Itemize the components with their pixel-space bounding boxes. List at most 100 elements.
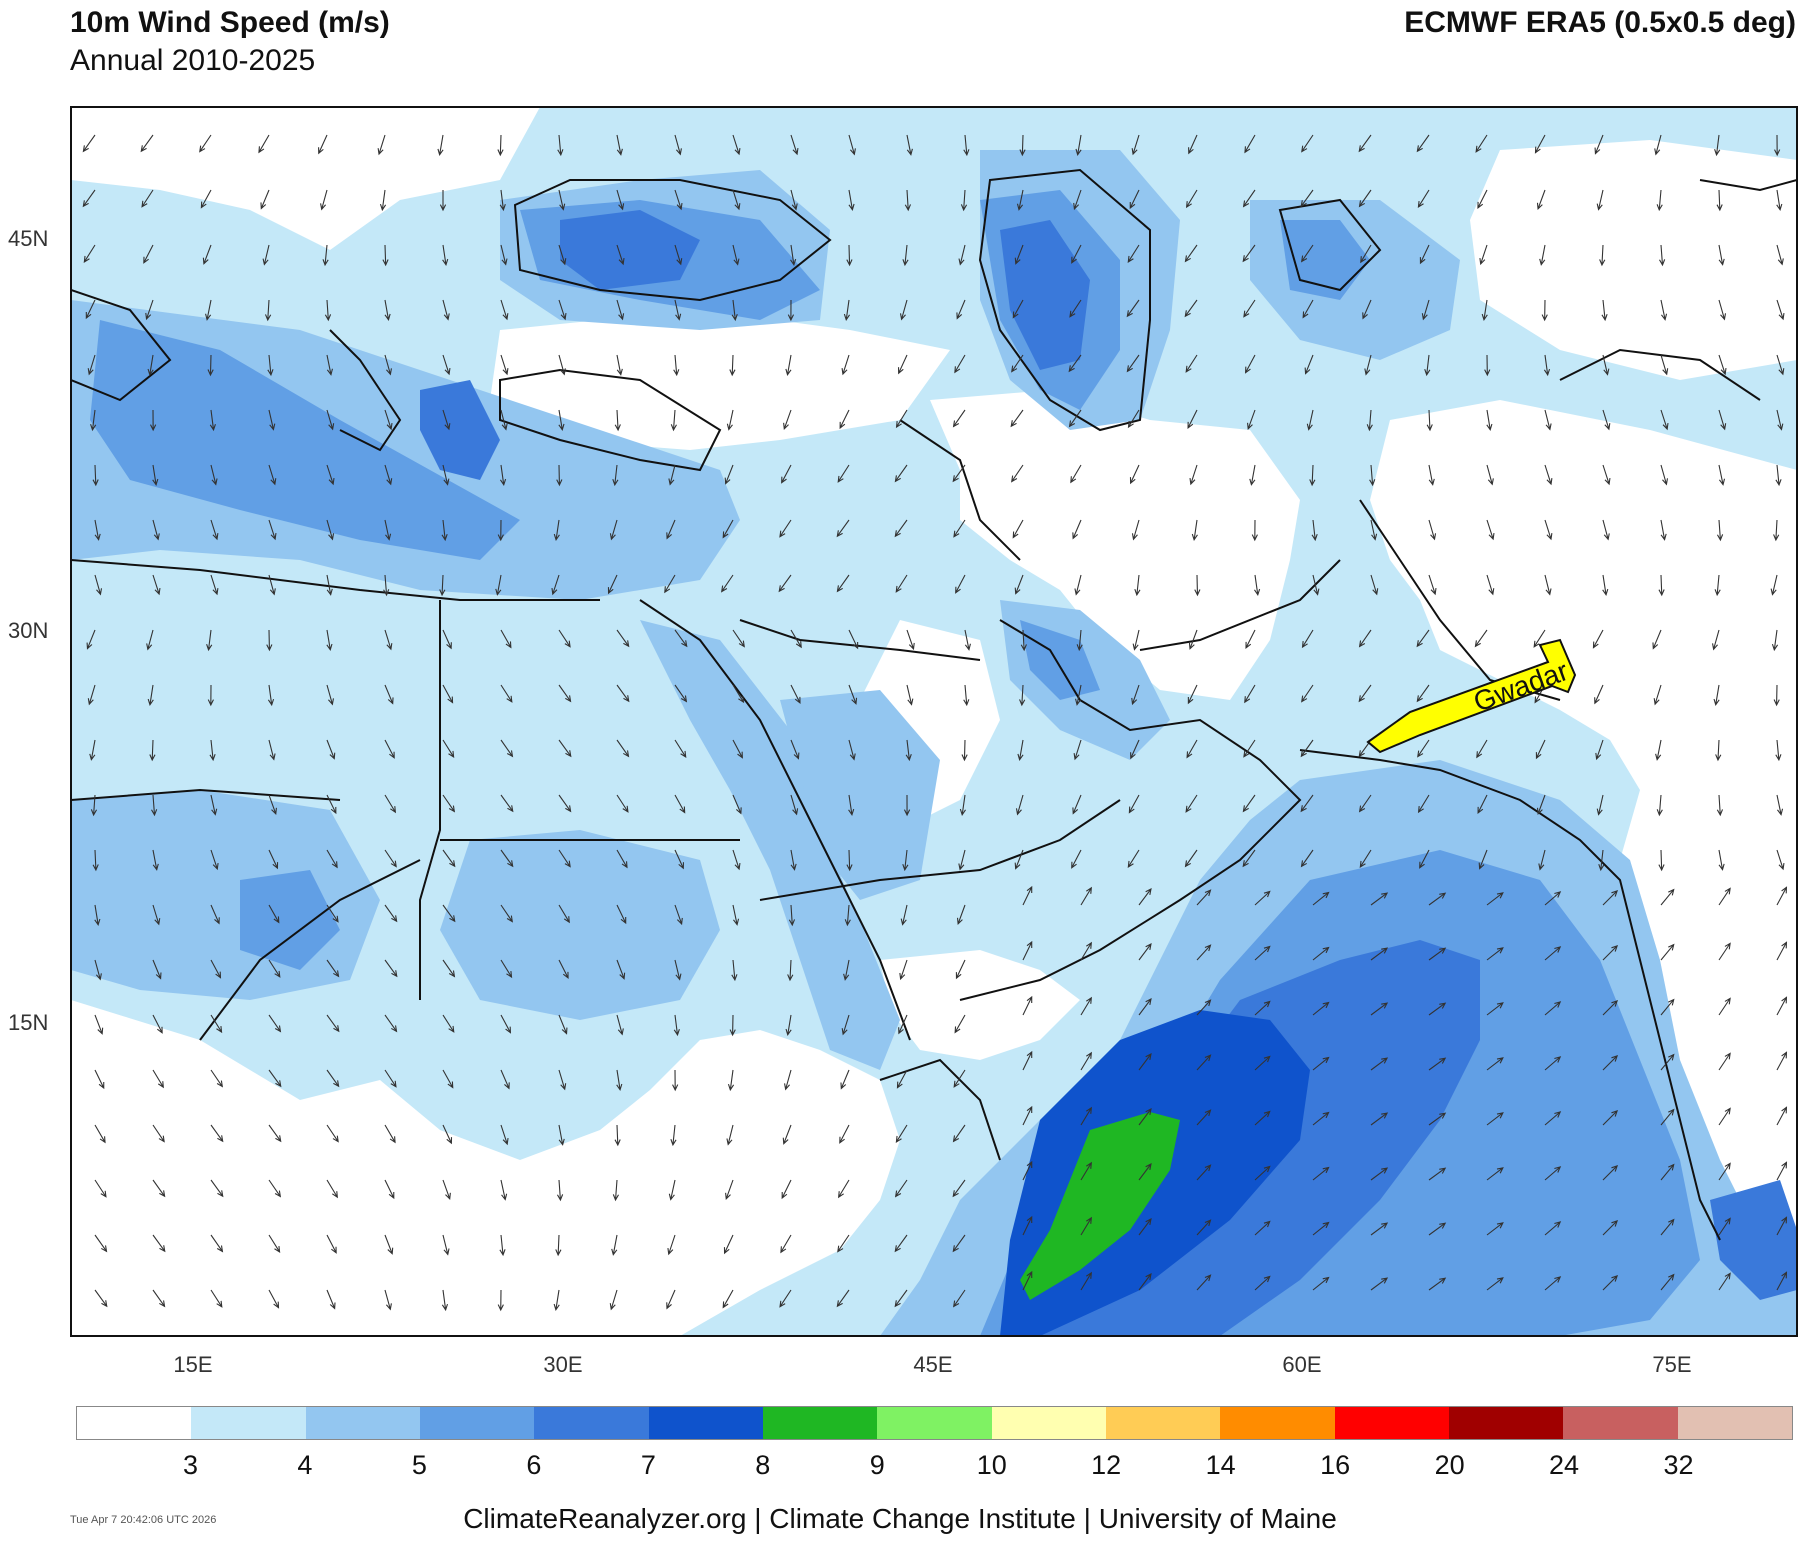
- wind-arrow: [497, 1289, 504, 1312]
- wind-arrow: [326, 574, 333, 596]
- wind-arrow: [963, 684, 970, 707]
- wind-arrow: [1022, 885, 1033, 906]
- colorbar-label: 16: [1320, 1450, 1351, 1480]
- wind-arrow: [1196, 1274, 1212, 1291]
- wind-arrow: [1358, 134, 1372, 153]
- wind-arrow: [377, 134, 386, 156]
- wind-arrow: [844, 904, 851, 927]
- wind-arrow: [558, 354, 566, 376]
- wind-arrow: [674, 849, 684, 870]
- wind-arrow: [1138, 942, 1152, 961]
- wind-arrow: [1428, 1222, 1447, 1236]
- wind-arrow: [1358, 629, 1372, 648]
- wind-arrow: [1184, 849, 1198, 868]
- wind-arrow: [1254, 574, 1261, 597]
- wind-arrow: [840, 1069, 850, 1090]
- wind-arrow: [1242, 794, 1256, 813]
- wind-arrow: [1770, 574, 1778, 596]
- wind-arrow: [674, 739, 687, 758]
- wind-arrow: [1428, 892, 1447, 906]
- wind-arrow: [1718, 299, 1727, 321]
- wind-arrow: [143, 244, 154, 264]
- wind-arrow: [1417, 189, 1430, 209]
- wind-arrow: [1652, 629, 1662, 650]
- wind-arrow: [200, 189, 212, 209]
- wind-arrow: [1771, 629, 1779, 652]
- wind-arrow: [1132, 629, 1140, 651]
- wind-arrow: [384, 684, 394, 705]
- wind-arrow: [1080, 1051, 1092, 1071]
- wind-arrow: [326, 1069, 340, 1088]
- wind-arrow: [210, 904, 220, 925]
- wind-arrow: [616, 739, 630, 758]
- lat-label-45n: 45N: [8, 226, 49, 251]
- wind-arrow: [1602, 574, 1609, 597]
- wind-arrow: [674, 959, 682, 981]
- wind-arrow: [846, 849, 853, 872]
- wind-arrow: [1776, 189, 1783, 212]
- wind-arrow: [268, 1289, 280, 1309]
- wind-arrow: [1543, 354, 1551, 377]
- wind-arrow: [262, 244, 270, 266]
- wind-arrow: [499, 189, 506, 212]
- wind-arrow: [1421, 299, 1430, 321]
- map-subtitle: Annual 2010-2025: [70, 44, 316, 77]
- wind-arrow: [442, 1014, 455, 1033]
- wind-arrow: [558, 409, 565, 431]
- wind-arrow: [1774, 134, 1781, 157]
- wind-arrow: [1301, 134, 1314, 153]
- wind-arrow: [1366, 409, 1373, 432]
- wind-arrow: [1660, 299, 1668, 321]
- wind-arrow: [1022, 1160, 1033, 1181]
- wind-arrow: [1714, 134, 1721, 157]
- wind-arrow: [152, 1179, 166, 1198]
- wind-arrow: [1244, 684, 1256, 704]
- wind-arrow: [82, 134, 96, 153]
- colorbar-label: 7: [640, 1450, 656, 1480]
- wind-arrow: [1370, 892, 1389, 906]
- wind-arrow: [790, 629, 802, 649]
- wind-arrow: [1536, 189, 1546, 210]
- wind-arrow: [1245, 354, 1256, 374]
- wind-arrow: [1718, 244, 1725, 266]
- wind-arrow: [210, 794, 218, 816]
- colorbar-segment: [191, 1407, 306, 1439]
- wind-arrow: [1370, 1167, 1389, 1181]
- wind-arrow: [1312, 1276, 1330, 1291]
- wind-arrow: [439, 574, 446, 597]
- wind-arrow: [1776, 299, 1785, 321]
- wind-arrow: [1012, 299, 1024, 319]
- wind-arrow: [326, 354, 333, 376]
- wind-arrow: [1068, 354, 1082, 373]
- wind-arrow: [1130, 739, 1140, 760]
- wind-arrow: [1656, 189, 1663, 212]
- wind-arrow: [1370, 947, 1389, 961]
- wind-arrow: [1594, 134, 1604, 155]
- wind-arrow: [1419, 244, 1430, 265]
- wind-arrow: [1016, 189, 1024, 211]
- wind-arrow: [140, 134, 154, 153]
- wind-arrow: [1301, 684, 1314, 703]
- wind-arrow: [616, 299, 625, 321]
- wind-arrow: [955, 959, 966, 980]
- wind-arrow: [89, 739, 96, 761]
- wind-arrow: [1658, 849, 1665, 872]
- wind-arrow: [94, 1289, 108, 1308]
- wind-arrow: [1773, 684, 1780, 707]
- wind-arrow: [1359, 849, 1372, 868]
- wind-arrow: [1476, 739, 1488, 759]
- wind-arrow: [899, 959, 908, 981]
- wind-arrow: [1544, 519, 1553, 541]
- wind-arrow: [558, 794, 572, 813]
- wind-arrow: [836, 519, 850, 538]
- wind-arrow: [152, 1124, 165, 1143]
- wind-arrow: [145, 299, 154, 321]
- wind-arrow: [1358, 794, 1372, 813]
- wind-arrow: [952, 1179, 966, 1198]
- wind-arrow: [442, 1069, 454, 1089]
- wind-arrow: [1486, 1112, 1504, 1126]
- colorbar-label: 20: [1434, 1450, 1465, 1480]
- colorbar-label: 32: [1663, 1450, 1694, 1480]
- wind-arrow: [609, 519, 618, 541]
- wind-arrow: [609, 1289, 618, 1311]
